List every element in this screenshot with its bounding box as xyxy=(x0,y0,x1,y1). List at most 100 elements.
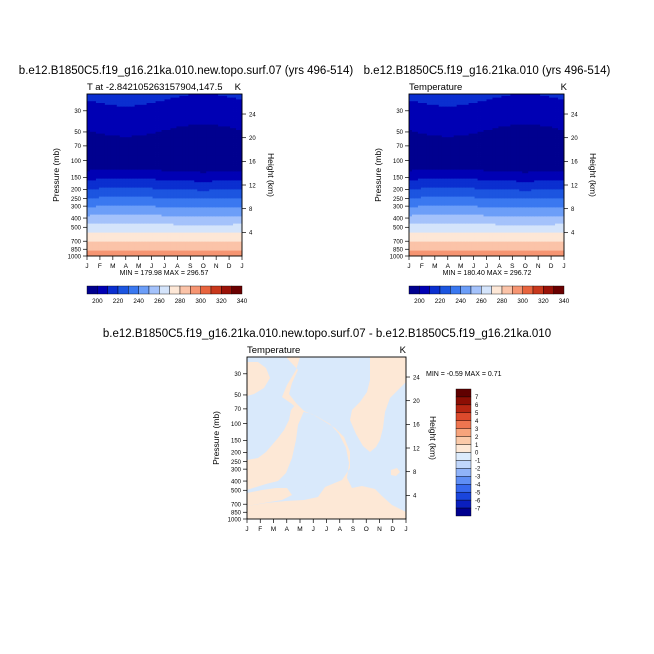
contour-cell xyxy=(188,97,192,100)
contour-cell xyxy=(149,234,153,237)
contour-cell xyxy=(233,223,237,226)
contour-cell xyxy=(152,239,156,242)
contour-cell xyxy=(221,122,225,125)
contour-cell xyxy=(221,239,225,242)
contour-cell xyxy=(140,117,145,120)
contour-cell xyxy=(137,95,142,98)
contour-cell xyxy=(134,239,139,242)
contour-cell xyxy=(158,250,162,253)
contour-cell xyxy=(191,171,195,174)
contour-cell xyxy=(134,205,139,208)
contour-cell xyxy=(197,110,201,113)
contour-cell xyxy=(414,121,419,124)
contour-cell xyxy=(128,241,133,244)
contour-cell xyxy=(98,230,103,233)
contour-cell xyxy=(104,162,109,165)
contour-cell xyxy=(218,194,222,197)
contour-cell xyxy=(227,110,231,113)
contour-cell xyxy=(149,151,153,154)
contour-cell xyxy=(173,216,177,219)
contour-cell xyxy=(155,182,159,185)
contour-cell xyxy=(209,232,213,235)
contour-cell xyxy=(197,191,201,194)
contour-cell xyxy=(87,241,91,244)
contour-cell xyxy=(131,227,136,230)
contour-cell xyxy=(197,139,201,142)
contour-cell xyxy=(230,158,234,161)
contour-cell xyxy=(212,232,216,235)
contour-cell xyxy=(206,216,210,219)
contour-cell xyxy=(185,167,189,170)
contour-cell xyxy=(173,94,177,97)
contour-cell xyxy=(236,254,240,257)
contour-cell xyxy=(89,200,94,203)
contour-cell xyxy=(230,245,234,248)
contour-cell xyxy=(87,97,91,100)
contour-cell xyxy=(191,238,195,241)
contour-cell xyxy=(170,187,174,190)
contour-cell xyxy=(113,122,118,125)
contour-cell xyxy=(107,151,112,154)
contour-cell xyxy=(122,119,127,122)
contour-cell xyxy=(113,119,118,122)
contour-cell xyxy=(218,104,222,107)
contour-cell xyxy=(215,157,219,160)
contour-cell xyxy=(134,234,139,237)
contour-cell xyxy=(131,189,136,192)
contour-cell xyxy=(188,169,192,172)
contour-cell xyxy=(164,247,168,250)
contour-cell xyxy=(197,167,201,170)
contour-cell xyxy=(158,146,162,149)
contour-cell xyxy=(140,130,145,133)
contour-cell xyxy=(149,166,153,169)
contour-cell xyxy=(414,151,419,154)
contour-cell xyxy=(218,122,222,125)
contour-cell xyxy=(92,95,97,98)
contour-cell xyxy=(152,221,156,224)
contour-cell xyxy=(89,230,94,233)
contour-cell xyxy=(87,184,91,187)
contour-cell xyxy=(119,180,124,183)
contour-cell xyxy=(89,175,94,178)
contour-cell xyxy=(146,169,150,172)
contour-cell xyxy=(227,94,231,97)
contour-cell xyxy=(212,110,216,113)
contour-cell xyxy=(185,193,189,196)
contour-cell xyxy=(134,106,139,109)
contour-cell xyxy=(179,106,183,109)
contour-cell xyxy=(206,245,210,248)
contour-cell xyxy=(87,238,91,241)
contour-cell xyxy=(167,139,171,142)
contour-cell xyxy=(194,248,198,251)
contour-cell xyxy=(200,191,204,194)
contour-cell xyxy=(414,112,419,115)
contour-cell xyxy=(98,157,103,160)
contour-cell xyxy=(125,133,130,136)
contour-cell xyxy=(206,182,210,185)
contour-cell xyxy=(197,205,201,208)
contour-cell xyxy=(131,191,136,194)
contour-cell xyxy=(188,189,192,192)
contour-cell xyxy=(95,178,100,181)
contour-cell xyxy=(116,108,121,111)
contour-cell xyxy=(92,167,97,170)
contour-cell xyxy=(218,162,222,165)
contour-cell xyxy=(92,238,97,241)
contour-cell xyxy=(236,140,240,143)
contour-cell xyxy=(110,103,115,106)
contour-cell xyxy=(414,103,419,106)
contour-cell xyxy=(140,176,145,179)
contour-cell xyxy=(104,106,109,109)
contour-cell xyxy=(170,142,174,145)
contour-cell xyxy=(110,214,115,217)
contour-cell xyxy=(227,209,231,212)
contour-cell xyxy=(155,216,159,219)
contour-cell xyxy=(140,187,145,190)
contour-cell xyxy=(209,135,213,138)
contour-cell xyxy=(134,101,139,104)
contour-cell xyxy=(185,175,189,178)
contour-cell xyxy=(194,137,198,140)
contour-cell xyxy=(209,151,213,154)
contour-cell xyxy=(191,239,195,242)
contour-cell xyxy=(92,166,97,169)
